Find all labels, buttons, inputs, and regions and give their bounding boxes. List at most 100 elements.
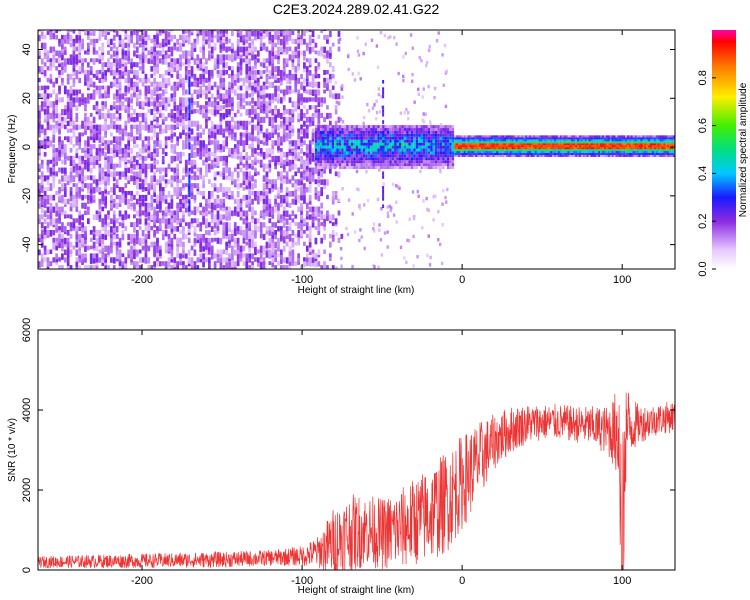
heatmap-cell bbox=[118, 140, 122, 146]
heatmap-cell bbox=[386, 133, 390, 137]
heatmap-cell bbox=[216, 93, 220, 100]
heatmap-cell bbox=[420, 133, 423, 137]
heatmap-cell bbox=[138, 175, 142, 182]
heatmap-cell bbox=[394, 163, 397, 167]
heatmap-cell bbox=[112, 81, 116, 87]
heatmap-cell bbox=[386, 139, 390, 143]
heatmap-cell bbox=[205, 116, 208, 122]
heatmap-cell bbox=[422, 199, 425, 203]
heatmap-cell bbox=[138, 58, 142, 65]
heatmap-cell bbox=[308, 229, 312, 237]
heatmap-cell bbox=[40, 222, 44, 228]
heatmap-cell bbox=[205, 237, 208, 243]
heatmap-cell bbox=[46, 233, 50, 238]
heatmap-cell bbox=[277, 187, 280, 194]
heatmap-cell bbox=[434, 151, 438, 155]
heatmap-cell bbox=[245, 46, 249, 51]
heatmap-cell bbox=[271, 222, 275, 227]
heatmap-cell bbox=[357, 53, 361, 57]
heatmap-cell bbox=[413, 128, 416, 131]
heatmap-cell bbox=[308, 167, 312, 172]
heatmap-cell bbox=[277, 136, 280, 141]
heatmap-cell bbox=[225, 97, 228, 104]
heatmap-cell bbox=[84, 265, 87, 269]
heatmap-cell bbox=[254, 101, 257, 106]
heatmap-cell bbox=[52, 257, 56, 263]
heatmap-cell bbox=[46, 229, 50, 236]
heatmap-cell bbox=[205, 202, 208, 207]
heatmap-cell bbox=[86, 120, 90, 127]
heatmap-cell bbox=[156, 151, 159, 158]
heatmap-cell bbox=[173, 175, 177, 182]
heatmap-cell bbox=[107, 229, 110, 237]
heatmap-cell bbox=[110, 116, 113, 124]
heatmap-cell bbox=[170, 148, 174, 154]
heatmap-cell bbox=[288, 253, 292, 261]
heatmap-cell bbox=[69, 116, 73, 122]
heatmap-cell bbox=[141, 58, 145, 63]
heatmap-cell bbox=[338, 157, 342, 161]
heatmap-cell bbox=[326, 105, 329, 110]
heatmap-cell bbox=[300, 148, 303, 154]
heatmap-cell bbox=[314, 105, 318, 111]
heatmap-cell bbox=[38, 261, 41, 268]
heatmap-cell bbox=[92, 124, 96, 129]
heatmap-cell bbox=[422, 120, 426, 124]
heatmap-cell bbox=[43, 109, 47, 115]
heatmap-cell bbox=[265, 226, 269, 231]
heatmap-cell bbox=[248, 194, 252, 199]
heatmap-cell bbox=[182, 89, 185, 96]
heatmap-cell bbox=[75, 206, 79, 212]
heatmap-cell bbox=[399, 111, 403, 115]
heatmap-cell bbox=[161, 155, 165, 163]
heatmap-cell bbox=[115, 253, 119, 260]
heatmap-cell bbox=[308, 140, 312, 145]
heatmap-cell bbox=[467, 154, 470, 157]
heatmap-cell bbox=[430, 125, 433, 129]
heatmap-cell bbox=[412, 264, 415, 268]
heatmap-cell bbox=[341, 145, 344, 149]
heatmap-cell bbox=[454, 149, 457, 152]
heatmap-cell bbox=[81, 179, 84, 184]
heatmap-cell bbox=[75, 148, 79, 154]
heatmap-cell bbox=[303, 261, 306, 268]
heatmap-cell bbox=[251, 159, 254, 167]
heatmap-cell bbox=[153, 183, 156, 190]
heatmap-cell bbox=[219, 124, 223, 130]
heatmap-cell bbox=[138, 124, 142, 130]
heatmap-cell bbox=[81, 261, 84, 265]
heatmap-cell bbox=[52, 159, 56, 165]
heatmap-cell bbox=[40, 183, 44, 189]
heatmap-cell bbox=[456, 145, 459, 148]
heatmap-cell bbox=[338, 163, 342, 167]
heatmap-cell bbox=[265, 140, 269, 146]
heatmap-cell bbox=[323, 214, 326, 219]
heatmap-cell bbox=[291, 132, 295, 137]
heatmap-cell bbox=[130, 62, 133, 69]
heatmap-cell bbox=[353, 230, 357, 234]
heatmap-cell bbox=[277, 159, 280, 165]
heatmap-cell bbox=[341, 95, 344, 99]
heatmap-cell bbox=[222, 81, 226, 88]
heatmap-cell bbox=[382, 142, 385, 146]
heatmap-cell bbox=[336, 148, 339, 152]
heatmap-cell bbox=[84, 120, 87, 126]
heatmap-cell bbox=[84, 175, 87, 182]
heatmap-cell bbox=[326, 34, 329, 40]
heatmap-cell bbox=[422, 87, 425, 91]
heatmap-cell bbox=[242, 132, 246, 138]
heatmap-cell bbox=[442, 148, 445, 152]
heatmap-cell bbox=[107, 245, 110, 250]
heatmap-cell bbox=[317, 253, 321, 258]
heatmap-cell bbox=[141, 237, 145, 245]
heatmap-cell bbox=[406, 128, 409, 131]
heatmap-cell bbox=[130, 136, 133, 142]
heatmap-cell bbox=[300, 218, 303, 223]
heatmap-cell bbox=[207, 73, 211, 81]
heatmap-cell bbox=[158, 206, 162, 213]
heatmap-cell bbox=[182, 97, 185, 104]
heatmap-cell bbox=[277, 66, 280, 72]
heatmap-cell bbox=[107, 179, 110, 186]
heatmap-cell bbox=[138, 241, 142, 246]
heatmap-cell bbox=[127, 148, 131, 153]
